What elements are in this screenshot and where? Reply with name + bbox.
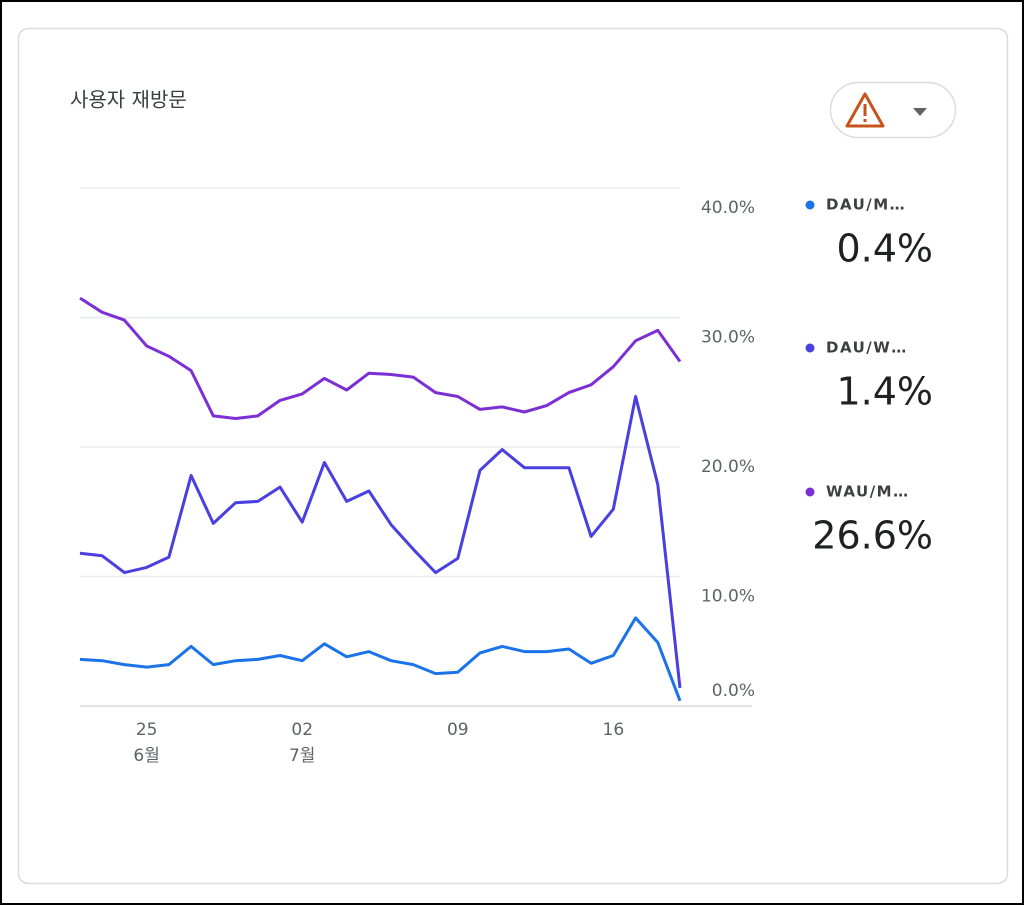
dropdown-caret bbox=[913, 108, 927, 116]
series-line bbox=[79, 616, 682, 702]
x-month-label: 7월 bbox=[289, 746, 315, 766]
x-tick-label: 25 bbox=[136, 720, 158, 740]
y-tick-label: 20.0% bbox=[701, 457, 755, 477]
legend-name: WAU/M… bbox=[826, 483, 910, 501]
legend-value: 1.4% bbox=[836, 370, 933, 414]
button-outline[interactable] bbox=[829, 81, 957, 139]
legend-dot bbox=[805, 487, 815, 497]
warning-icon-bar bbox=[863, 104, 867, 116]
card bbox=[17, 27, 1009, 885]
series-line bbox=[79, 395, 682, 689]
legend-name: DAU/W… bbox=[826, 339, 908, 357]
x-tick-label: 09 bbox=[447, 720, 469, 740]
legend-dot bbox=[805, 343, 815, 353]
legend-value: 0.4% bbox=[836, 227, 933, 271]
series-line bbox=[79, 296, 682, 420]
legend-dot bbox=[805, 200, 815, 210]
x-tick-label: 02 bbox=[291, 720, 313, 740]
warning-icon-dot bbox=[863, 119, 867, 122]
y-tick-label: 10.0% bbox=[701, 587, 755, 607]
y-tick-label: 0.0% bbox=[712, 681, 755, 701]
y-tick-label: 30.0% bbox=[701, 328, 755, 348]
legend-value: 26.6% bbox=[812, 514, 933, 558]
card-title: 사용자 재방문 bbox=[70, 88, 187, 112]
legend-name: DAU/M… bbox=[826, 196, 906, 214]
warning-button[interactable] bbox=[829, 81, 957, 139]
y-tick-label: 40.0% bbox=[701, 198, 755, 218]
warning-icon bbox=[845, 92, 885, 128]
x-tick-label: 16 bbox=[603, 720, 625, 740]
x-month-label: 6월 bbox=[133, 746, 159, 766]
